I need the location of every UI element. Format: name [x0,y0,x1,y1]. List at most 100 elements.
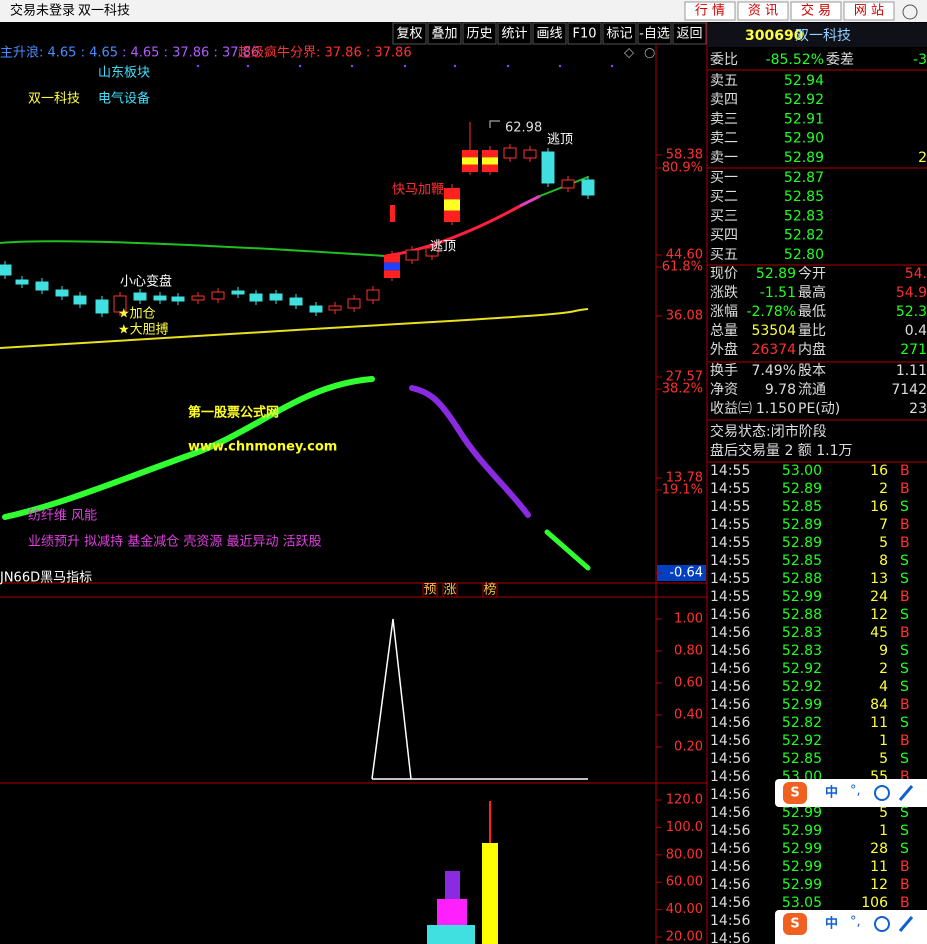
tool-label[interactable]: 标记 [606,27,632,42]
value: -85.52% [766,52,824,68]
sub-indicator-name: JN66D黑马指标 [0,571,92,586]
tool-label[interactable]: 画线 [536,27,562,42]
indicator-text: 超级疯牛分界: 37.86 : 37.86 [238,45,412,61]
tick-side: B [900,481,910,497]
tool-button[interactable] [672,22,707,45]
tick-time: 14:56 [710,859,750,875]
candle [405,249,419,261]
tick-price: 52.99 [782,805,822,821]
tick-side: S [900,841,909,857]
candle [171,296,185,302]
menu-icon[interactable] [902,4,918,20]
tool-button[interactable] [497,22,532,45]
candle [384,270,400,278]
price-axis-label: 58.38 [666,148,703,163]
tick-time: 14:56 [710,751,750,767]
tool-button[interactable] [427,22,462,45]
tick-side: S [900,661,909,677]
tool-label[interactable]: F10 [572,27,596,42]
link-box[interactable] [790,1,842,21]
stat-label: PE(动) [798,401,840,417]
volume-axis-label: 120.0 [666,793,703,808]
sub-axis-label: 0.60 [674,676,703,691]
trend-line [2,376,375,520]
tick-price: 52.99 [782,697,822,713]
annotation: 逃顶 [547,133,573,148]
stat-value: 271 [900,342,927,358]
tool-label[interactable]: 历史 [466,27,492,42]
stat-label: 涨跌 [710,285,738,301]
stat-label: 现价 [710,266,738,282]
tick-time: 14:55 [710,517,750,533]
stock-name: 双一科技 [795,28,851,44]
tick-side: S [900,715,909,731]
tick-price: 53.00 [782,463,822,479]
tick-price: 52.92 [782,679,822,695]
annotation: 逃顶 [430,240,456,255]
candle [384,262,400,271]
tool-button[interactable] [602,22,637,45]
tool-button[interactable] [567,22,602,45]
link[interactable]: 资 讯 [748,4,778,19]
stat-label: 换手 [710,362,738,379]
candle [113,295,127,313]
tool-button[interactable] [532,22,567,45]
link-box[interactable] [843,1,895,21]
candle [462,150,478,158]
candle [95,299,109,314]
icon[interactable]: ◇ [624,46,634,61]
stat-value: 53504 [751,323,796,339]
tick-price: 52.99 [782,877,822,893]
link-box[interactable] [737,1,789,21]
price-axis-label: -0.64 [669,566,703,581]
tool-label[interactable]: 统计 [501,27,527,42]
stat-value: -2.78% [746,304,796,320]
stat-value: 54.9 [896,285,927,301]
label: 委差 [826,52,854,68]
price-axis-label: 36.08 [666,309,703,324]
link-box[interactable] [684,1,736,21]
candle [462,164,478,172]
link[interactable]: 网 站 [854,4,884,19]
icon[interactable]: ○ [644,46,655,61]
tick-volume: 84 [870,697,888,713]
candle [444,188,460,200]
tick-time: 14:55 [710,553,750,569]
tool-button[interactable] [462,22,497,45]
volume-axis-label: 60.00 [666,875,703,890]
ime-bar[interactable]: S 中 °, [775,910,927,944]
tick-side: S [900,643,909,659]
title-stock: 双一科技 [78,4,130,19]
tool-label[interactable]: -自选 [639,27,670,42]
stock-code: 300690 [745,28,804,44]
tick-price: 52.88 [782,571,822,587]
ime-label: 中 [825,916,838,932]
annotation: 快马加鞭 [392,183,444,198]
link[interactable]: 交 易 [801,3,831,19]
tick-side: B [900,535,910,551]
tick-price: 52.89 [782,481,822,497]
candle [541,151,555,184]
ime-bar[interactable]: S 中 °, [775,779,927,807]
tick-time: 14:55 [710,463,750,479]
candle [347,298,361,309]
book-label: 卖一 [710,150,738,166]
tick-time: 14:56 [710,697,750,713]
watermark: 第一股票公式网 [188,405,279,421]
tick-time: 14:56 [710,895,750,911]
tool-label[interactable]: 复权 [396,26,422,42]
svg-text:S: S [790,786,799,801]
tool-button[interactable] [392,22,427,45]
link[interactable]: 行 情 [695,4,725,19]
tool-label[interactable]: 叠加 [431,27,457,42]
book-price: 52.80 [784,247,824,263]
tick-side: B [900,769,910,785]
tick-price: 52.83 [782,625,822,641]
tick-side: B [900,517,910,533]
stat-label: 流通 [798,382,826,398]
tool-button[interactable] [637,22,672,45]
book-price: 52.87 [784,170,824,186]
tool-label[interactable]: 返回 [676,27,702,42]
tick-volume: 5 [879,751,888,767]
price-axis-label: 27.57 [666,370,703,385]
